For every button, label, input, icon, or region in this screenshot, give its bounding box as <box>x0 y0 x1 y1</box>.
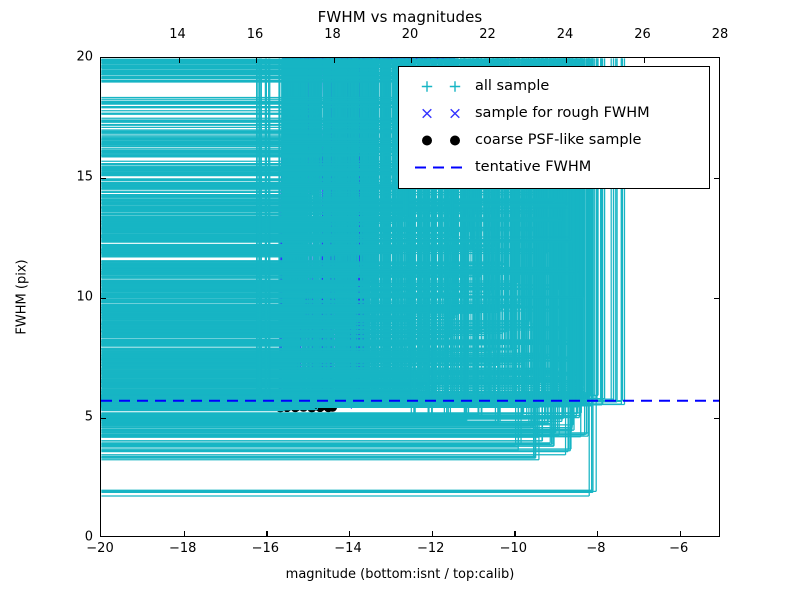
legend-marker-cross-icon <box>409 100 475 127</box>
tickmark-bottom <box>679 531 681 536</box>
x-tick-label-bottom: −12 <box>416 541 445 556</box>
tickmark-bottom <box>266 531 268 536</box>
tickmark-top <box>643 58 645 63</box>
legend-label: sample for rough FWHM <box>475 105 650 122</box>
x-tick-label-bottom: −6 <box>669 541 689 556</box>
x-tick-label-top: 22 <box>479 27 496 42</box>
y-tick-label: 20 <box>76 49 93 65</box>
legend-entry-rough-fwhm: sample for rough FWHM <box>409 100 699 127</box>
legend-entry-coarse-psf: coarse PSF-like sample <box>409 127 699 154</box>
x-tick-label-top: 24 <box>556 27 574 42</box>
legend-marker-circle-icon <box>409 127 475 154</box>
y-tick-label: 10 <box>76 289 93 305</box>
x-tick-label-bottom: −14 <box>334 541 362 556</box>
x-axis-label: magnitude (bottom:isnt / top:calib) <box>285 567 515 582</box>
y-tick-label: 0 <box>84 529 93 545</box>
tickmark-bottom <box>183 531 185 536</box>
tickmark-bottom <box>349 531 351 536</box>
tickmark-bottom <box>431 531 433 536</box>
x-tick-label-top: 20 <box>401 27 419 42</box>
legend-box: all sample sample for rough FWHM coarse … <box>398 66 710 189</box>
tickmark-top <box>256 58 258 63</box>
x-tick-label-bottom: −16 <box>251 541 280 556</box>
tickmark-left <box>101 418 106 420</box>
tickmark-top <box>488 58 490 63</box>
tickmark-bottom <box>514 531 516 536</box>
x-tick-label-top: 28 <box>711 27 729 42</box>
y-tick-label: 15 <box>76 169 93 185</box>
tickmark-right <box>714 178 719 180</box>
x-tick-label-bottom: −10 <box>499 541 528 556</box>
legend-label: all sample <box>475 78 550 95</box>
legend-label: coarse PSF-like sample <box>475 132 642 149</box>
legend-label: tentative FWHM <box>475 159 592 176</box>
x-tick-label-top: 18 <box>324 27 341 42</box>
x-tick-label-bottom: −18 <box>168 541 197 556</box>
y-tick-label: 5 <box>84 409 93 425</box>
x-tick-label-bottom: −8 <box>586 541 606 556</box>
tickmark-top <box>333 58 335 63</box>
x-tick-label-top: 14 <box>169 27 186 42</box>
x-tick-label-bottom: −20 <box>86 541 114 556</box>
chart-title: FWHM vs magnitudes <box>317 8 483 26</box>
legend-entry-all-sample: all sample <box>409 73 699 100</box>
legend-marker-dashed-line-icon <box>409 154 475 181</box>
tickmark-top <box>411 58 413 63</box>
legend-entry-tentative-fwhm: tentative FWHM <box>409 154 699 181</box>
tickmark-top <box>178 58 180 63</box>
tickmark-bottom <box>597 531 599 536</box>
tickmark-left <box>101 178 106 180</box>
tickmark-left <box>101 298 106 300</box>
legend-marker-plus-icon <box>409 73 475 100</box>
x-tick-label-top: 16 <box>246 27 264 42</box>
tickmark-top <box>566 58 568 63</box>
x-tick-label-top: 26 <box>634 27 651 42</box>
tickmark-right <box>714 418 719 420</box>
y-axis-label: FWHM (pix) <box>14 259 30 335</box>
tickmark-right <box>714 298 719 300</box>
